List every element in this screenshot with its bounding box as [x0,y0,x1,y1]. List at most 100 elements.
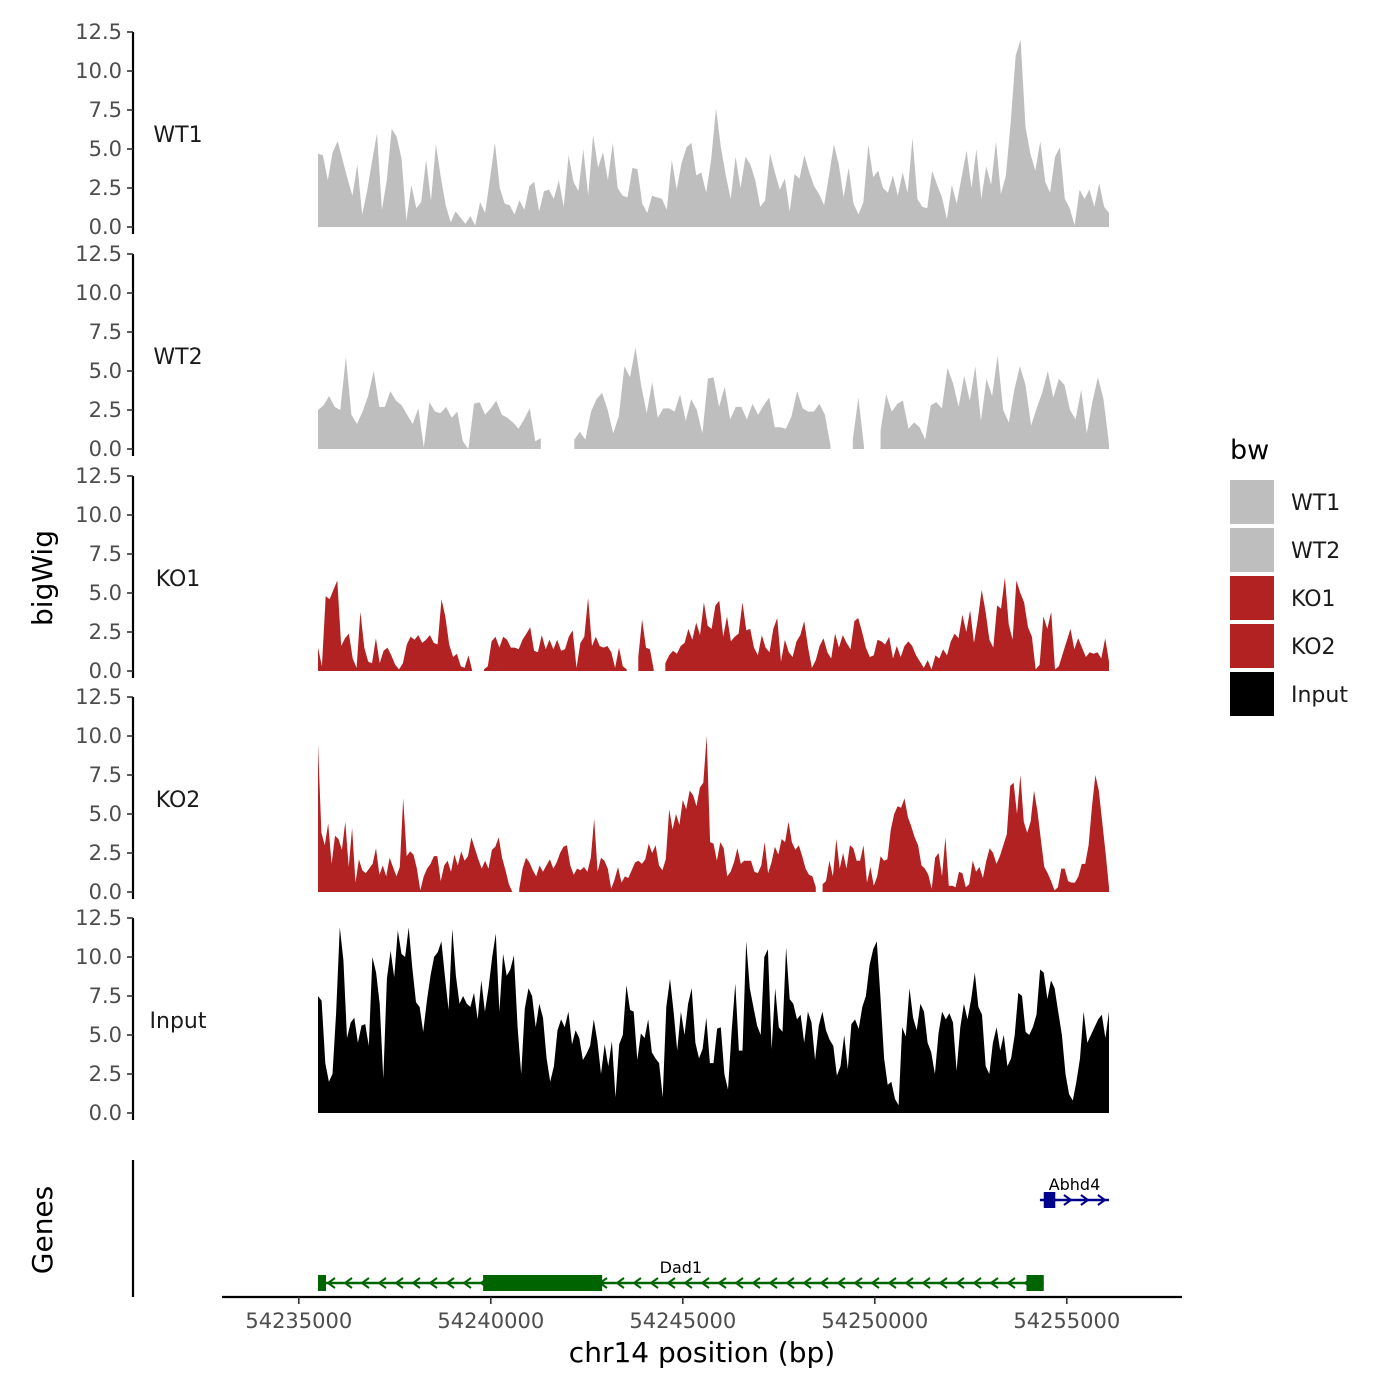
strand-chevron [751,1277,761,1289]
legend-label-wt2: WT2 [1291,539,1340,564]
coverage-area-ko2 [318,743,513,892]
legend-label-ko1: KO1 [1291,587,1336,612]
y-tick-label: 5.0 [89,1023,122,1047]
gene-label: Dad1 [660,1258,702,1277]
y-tick-label: 12.5 [75,464,122,488]
track-label-wt1: WT1 [153,123,202,148]
y-tick-label: 10.0 [75,724,122,748]
strand-chevron [615,1277,625,1289]
coverage-area-wt1 [318,39,1109,227]
legend-label-ko2: KO2 [1291,635,1336,660]
coverage-area-ko1 [638,619,654,671]
bigwig-tracks: 0.0 2.5 5.0 7.5 10.0 12.5 WT1 0.0 2.5 5.0 7.5 10.0 1… [75,20,1109,1125]
y-tick-label: 10.0 [75,503,122,527]
x-tick-label: 54235000 [245,1309,352,1333]
strand-chevron [632,1277,642,1289]
legend: bw WT1 WT2 KO1 KO2 Input [1230,435,1348,716]
y-tick-label: 12.5 [75,242,122,266]
y-tick-label: 10.0 [75,945,122,969]
strand-chevron [1006,1277,1016,1289]
y-tick-label: 0.0 [89,215,122,239]
strand-chevron [683,1277,693,1289]
coverage-area-ko1 [318,580,473,671]
strand-chevron [1080,1194,1090,1206]
exon [483,1275,603,1291]
strand-chevron [989,1277,999,1289]
x-tick-label: 54240000 [437,1309,544,1333]
coverage-area-ko2 [519,736,816,892]
y-tick-label: 0.0 [89,437,122,461]
x-axis: 54235000 54240000 54245000 54250000 54255000 [222,1295,1182,1333]
y-tick-label: 5.0 [89,359,122,383]
legend-key-wt1 [1230,480,1274,524]
coverage-area-input [318,927,1109,1113]
strand-chevron [666,1277,676,1289]
strand-chevron [360,1277,370,1289]
strand-chevron [870,1277,880,1289]
strand-chevron [955,1277,965,1289]
y-axis-title-genes: Genes [26,1186,59,1274]
y-tick-label: 5.0 [89,802,122,826]
y-tick-label: 7.5 [89,984,122,1008]
coverage-area-wt2 [852,397,864,449]
y-tick-label: 7.5 [89,542,122,566]
strand-chevron [1097,1194,1107,1206]
strand-chevron [972,1277,982,1289]
exon [1043,1192,1056,1208]
y-tick-label: 2.5 [89,176,122,200]
strand-chevron [700,1277,710,1289]
strand-chevron [819,1277,829,1289]
y-tick-label: 10.0 [75,59,122,83]
track-label-wt2: WT2 [153,345,202,370]
track-wt1: 0.0 2.5 5.0 7.5 10.0 12.5 WT1 [75,20,1109,239]
strand-chevron [904,1277,914,1289]
genes-panel: Dad1 Abhd4 [131,1160,1110,1297]
y-tick-label: 0.0 [89,659,122,683]
y-tick-label: 10.0 [75,281,122,305]
legend-label-wt1: WT1 [1291,491,1340,516]
y-tick-label: 0.0 [89,1101,122,1125]
gene-dad1: Dad1 [318,1258,1044,1291]
coverage-area-wt2 [574,347,831,449]
strand-chevron [445,1277,455,1289]
track-label-input: Input [150,1009,207,1034]
y-tick-label: 2.5 [89,620,122,644]
coverage-area-wt2 [880,355,1109,449]
x-tick-label: 54255000 [1013,1309,1120,1333]
strand-chevron [717,1277,727,1289]
y-tick-label: 5.0 [89,137,122,161]
y-tick-label: 12.5 [75,906,122,930]
track-label-ko2: KO2 [156,788,201,813]
coverage-area-wt2 [318,357,541,449]
strand-chevron [887,1277,897,1289]
gene-abhd4: Abhd4 [1039,1175,1110,1208]
strand-chevron [462,1277,472,1289]
y-tick-label: 2.5 [89,841,122,865]
strand-chevron [853,1277,863,1289]
y-axis-title-bigwig: bigWig [26,530,59,626]
y-tick-label: 12.5 [75,20,122,44]
y-tick-label: 2.5 [89,398,122,422]
legend-key-wt2 [1230,528,1274,572]
y-tick-label: 2.5 [89,1062,122,1086]
track-input: 0.0 2.5 5.0 7.5 10.0 12.5 Input [75,906,1109,1125]
legend-key-input [1230,672,1274,716]
y-tick-label: 0.0 [89,880,122,904]
coverage-area-ko1 [483,597,627,671]
exon [318,1275,326,1291]
y-tick-label: 7.5 [89,98,122,122]
gene-label: Abhd4 [1049,1175,1101,1194]
strand-chevron [938,1277,948,1289]
exon [1026,1275,1044,1291]
coverage-area-ko2 [822,775,1109,892]
y-tick-label: 7.5 [89,763,122,787]
strand-chevron [411,1277,421,1289]
strand-chevron [377,1277,387,1289]
strand-chevron [921,1277,931,1289]
y-tick-label: 12.5 [75,685,122,709]
track-ko1: 0.0 2.5 5.0 7.5 10.0 12.5 KO1 [75,464,1109,683]
legend-label-input: Input [1291,683,1348,708]
x-axis-title: chr14 position (bp) [569,1336,835,1369]
strand-chevron [802,1277,812,1289]
